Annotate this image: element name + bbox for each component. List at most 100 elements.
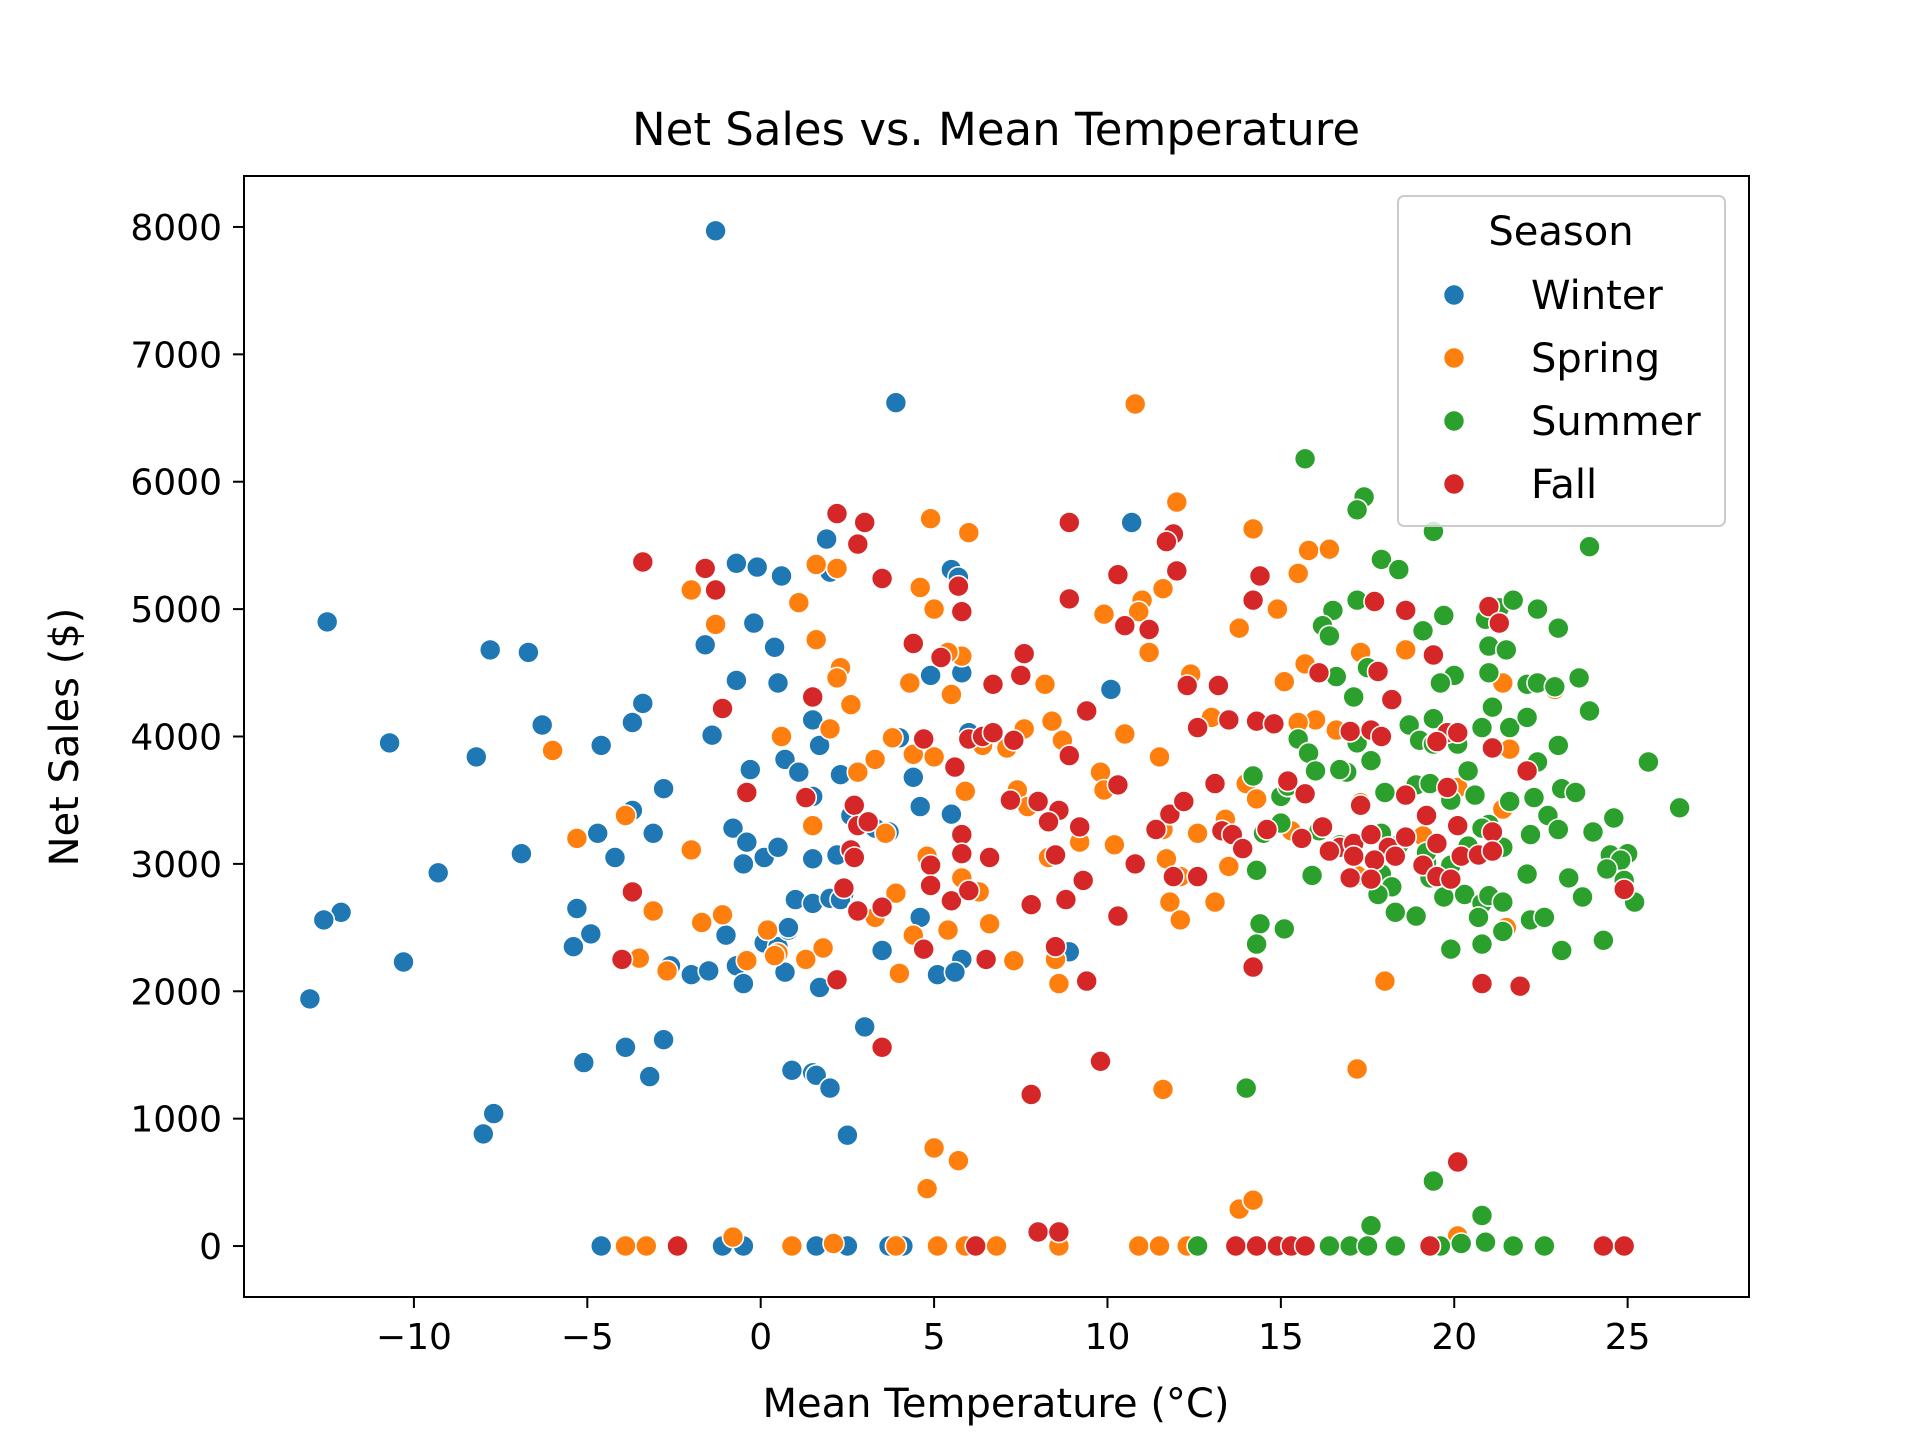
data-point (763, 944, 786, 967)
data-point (1058, 587, 1081, 611)
data-point (1002, 949, 1026, 973)
data-point (999, 788, 1022, 812)
data-point (1318, 537, 1341, 561)
data-point (908, 576, 932, 599)
data-point (1318, 624, 1341, 648)
x-tick-label: −5 (561, 1317, 614, 1358)
legend-items: Winter Spring Summer Fall (1442, 273, 1701, 508)
data-point (641, 899, 665, 923)
x-tick-label: −10 (376, 1317, 452, 1358)
data-point (1595, 857, 1619, 881)
x-axis-ticks: −10 −5 0 5 10 15 20 25 (376, 1297, 1651, 1358)
data-point (1099, 678, 1123, 701)
data-point (839, 693, 863, 717)
data-point (298, 987, 322, 1011)
data-point (1491, 890, 1515, 914)
data-point (1519, 823, 1542, 846)
y-tick-label: 3000 (130, 845, 222, 886)
legend-label-winter: Winter (1531, 273, 1663, 319)
data-point (898, 671, 922, 695)
data-point (1293, 447, 1317, 471)
data-point (482, 1102, 506, 1125)
data-point (1075, 969, 1098, 993)
data-point (1144, 818, 1168, 841)
data-point (825, 557, 849, 580)
data-point (1155, 530, 1178, 553)
data-point (870, 567, 894, 590)
data-point (1040, 709, 1064, 733)
data-point (1207, 674, 1230, 697)
data-point (756, 918, 779, 942)
data-point (957, 521, 981, 545)
data-point (822, 1232, 845, 1255)
data-point (940, 802, 963, 826)
data-point (1488, 611, 1511, 635)
data-point (1495, 638, 1518, 662)
x-tick-label: 5 (923, 1317, 946, 1358)
data-point (517, 641, 540, 664)
data-point (1009, 664, 1033, 687)
legend-label-spring: Spring (1531, 336, 1660, 382)
data-point (1387, 558, 1411, 581)
data-point (1370, 548, 1393, 571)
x-axis-label: Mean Temperature (°C) (763, 1381, 1230, 1427)
data-point (697, 959, 721, 983)
data-point (725, 669, 748, 692)
data-point (693, 633, 717, 657)
data-point (1342, 844, 1365, 868)
data-point (478, 638, 502, 662)
series-fall (610, 502, 1636, 1258)
data-point (1637, 750, 1660, 774)
data-point (947, 1149, 970, 1172)
data-point (1498, 716, 1521, 739)
data-point (1481, 736, 1504, 760)
data-point (1481, 820, 1504, 844)
data-point (1384, 844, 1407, 868)
data-point (1033, 672, 1057, 696)
data-point (1231, 837, 1254, 860)
data-point (1474, 1230, 1497, 1254)
data-point (1058, 511, 1081, 534)
data-point (1012, 642, 1036, 666)
data-point (471, 1122, 495, 1146)
data-point (1158, 890, 1182, 914)
data-point (1026, 790, 1050, 813)
data-point (1418, 1234, 1442, 1258)
data-point (1186, 821, 1209, 845)
data-point (1248, 912, 1272, 936)
data-point (801, 685, 825, 709)
data-point (943, 755, 967, 779)
data-point (1547, 818, 1570, 841)
data-point (1245, 932, 1268, 956)
data-point (1120, 511, 1143, 534)
x-tick-label: 20 (1431, 1317, 1477, 1358)
data-point (1463, 783, 1487, 807)
data-point (1026, 1220, 1050, 1244)
data-point (704, 219, 727, 243)
y-tick-label: 0 (199, 1227, 222, 1268)
data-point (572, 1051, 596, 1074)
data-point (815, 527, 838, 551)
data-point (1394, 599, 1417, 622)
data-point (510, 842, 533, 866)
data-point (912, 727, 936, 751)
data-point (808, 734, 831, 757)
data-point (655, 959, 679, 983)
data-point (541, 739, 564, 762)
data-point (1481, 839, 1504, 863)
data-point (614, 1234, 637, 1258)
data-point (1227, 616, 1251, 640)
data-point (1075, 699, 1098, 723)
data-point (1470, 716, 1494, 739)
data-point (1300, 864, 1324, 887)
data-point (870, 939, 894, 962)
data-point (1439, 867, 1463, 891)
data-point (745, 555, 769, 579)
data-point (1436, 776, 1459, 799)
data-point (853, 1015, 877, 1039)
data-point (565, 827, 589, 850)
data-point (1384, 900, 1407, 924)
data-point (922, 1136, 946, 1160)
y-tick-label: 4000 (130, 718, 222, 759)
data-point (1515, 706, 1539, 729)
